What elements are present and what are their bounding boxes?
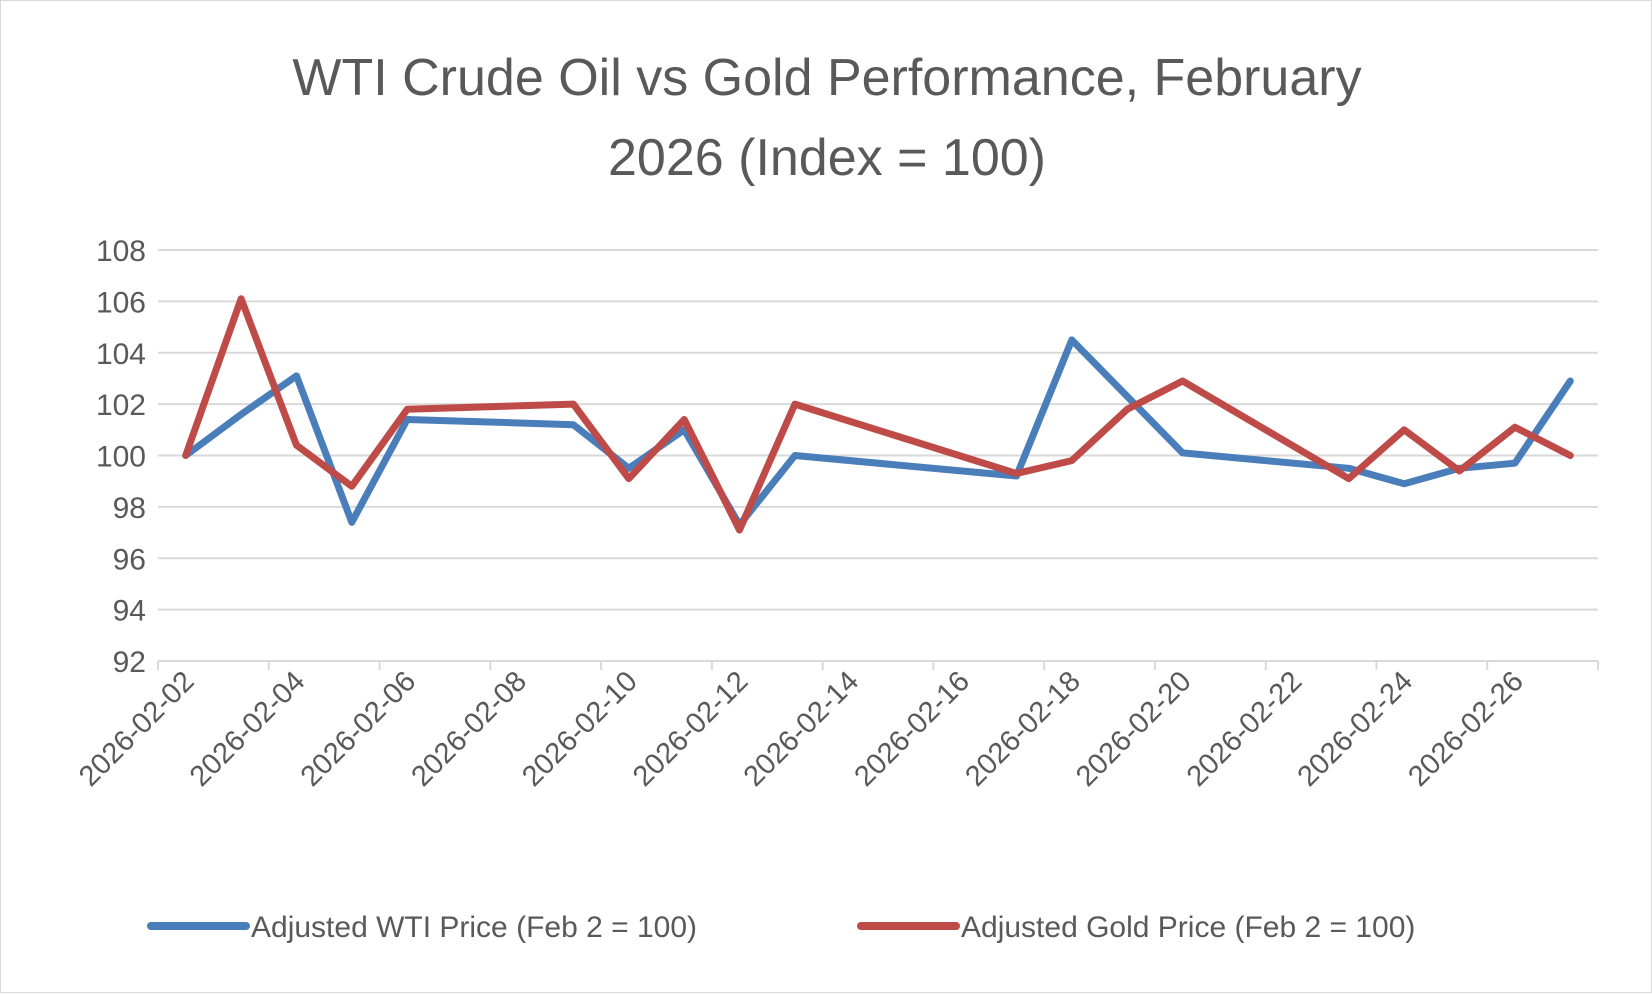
y-tick-label-98: 98 xyxy=(113,492,146,525)
x-axis: 2026-02-022026-02-042026-02-062026-02-08… xyxy=(73,660,1599,793)
y-tick-label-96: 96 xyxy=(113,543,146,576)
y-tick-label-106: 106 xyxy=(96,286,146,319)
y-tick-label-104: 104 xyxy=(96,338,146,371)
gridlines xyxy=(158,249,1598,611)
chart-title: WTI Crude Oil vs Gold Performance, Febru… xyxy=(292,49,1361,187)
x-tick-label-2026-02-26: 2026-02-26 xyxy=(1402,665,1530,793)
chart-title-line-1: WTI Crude Oil vs Gold Performance, Febru… xyxy=(292,49,1361,107)
series-line-gold xyxy=(182,295,1574,534)
x-tick-label-2026-02-24: 2026-02-24 xyxy=(1292,665,1420,793)
x-tick-label-2026-02-20: 2026-02-20 xyxy=(1070,665,1198,793)
x-tick-label-2026-02-22: 2026-02-22 xyxy=(1181,665,1309,793)
x-tick-label-2026-02-08: 2026-02-08 xyxy=(405,665,533,793)
x-tick-label-2026-02-18: 2026-02-18 xyxy=(959,665,1087,793)
x-tick-label-2026-02-16: 2026-02-16 xyxy=(849,665,977,793)
x-tick-label-2026-02-10: 2026-02-10 xyxy=(516,665,644,793)
y-axis: 92 94 96 98 100 102 104 106 108 xyxy=(96,235,146,679)
y-tick-label-102: 102 xyxy=(96,389,146,422)
chart-title-line-2: 2026 (Index = 100) xyxy=(608,129,1046,187)
x-tick-label-2026-02-12: 2026-02-12 xyxy=(627,665,755,793)
series-line-wti xyxy=(182,336,1574,529)
x-tick-label-2026-02-14: 2026-02-14 xyxy=(738,665,866,793)
x-tick-label-2026-02-02: 2026-02-02 xyxy=(73,665,201,793)
y-tick-label-92: 92 xyxy=(113,646,146,679)
y-tick-label-100: 100 xyxy=(96,441,146,474)
y-tick-label-94: 94 xyxy=(113,595,146,628)
legend: Adjusted WTI Price (Feb 2 = 100) Adjusted… xyxy=(147,911,1415,944)
x-tick-label-2026-02-04: 2026-02-04 xyxy=(184,665,312,793)
x-tick-label-2026-02-06: 2026-02-06 xyxy=(295,665,423,793)
y-tick-label-108: 108 xyxy=(96,235,146,268)
legend-label-wti: Adjusted WTI Price (Feb 2 = 100) xyxy=(251,911,697,944)
legend-label-gold: Adjusted Gold Price (Feb 2 = 100) xyxy=(961,911,1415,944)
series-lines xyxy=(182,295,1574,534)
